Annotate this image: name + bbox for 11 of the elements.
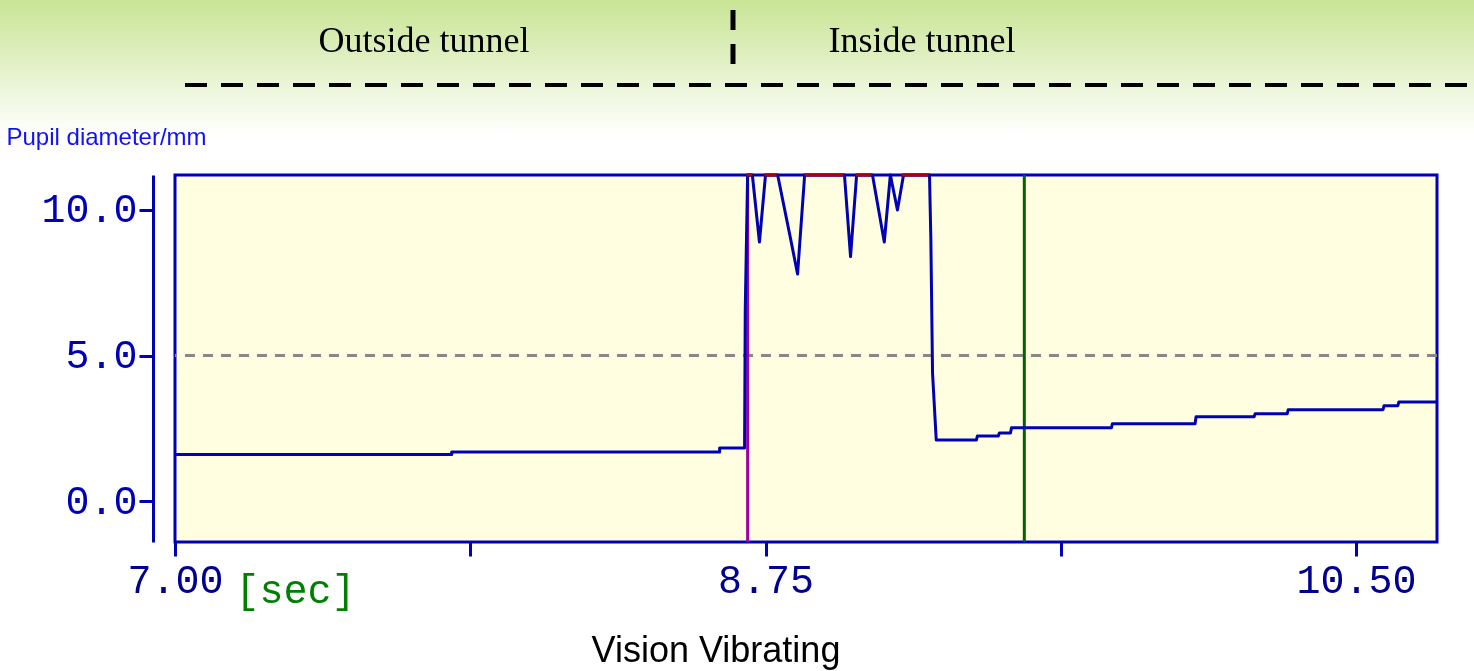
x-tick-label: 8.75 bbox=[718, 559, 815, 605]
y-tick-label: 10.0 bbox=[41, 189, 138, 235]
x-tick-label: 7.00 bbox=[127, 559, 224, 605]
text: Inside tunnel bbox=[828, 19, 1016, 61]
y-axis-title: Pupil diameter/mm bbox=[6, 122, 207, 150]
text: Outside tunnel bbox=[318, 19, 530, 61]
y-tick-label: 0.0 bbox=[65, 480, 138, 526]
x-tick-label: 10.50 bbox=[1296, 559, 1417, 605]
x-axis-title: [sec] bbox=[235, 569, 356, 615]
y-tick-label: 5.0 bbox=[65, 335, 138, 381]
text: Vision Vibrating bbox=[591, 629, 841, 671]
